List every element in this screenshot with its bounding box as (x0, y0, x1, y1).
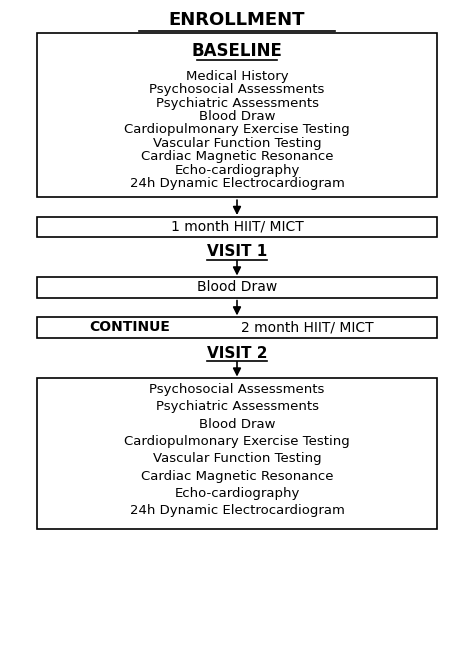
Text: Psychiatric Assessments: Psychiatric Assessments (155, 96, 319, 110)
Text: Cardiopulmonary Exercise Testing: Cardiopulmonary Exercise Testing (124, 435, 350, 448)
FancyBboxPatch shape (37, 317, 437, 338)
Text: Psychosocial Assessments: Psychosocial Assessments (149, 83, 325, 96)
Text: Cardiac Magnetic Resonance: Cardiac Magnetic Resonance (141, 150, 333, 163)
Text: Psychosocial Assessments: Psychosocial Assessments (149, 383, 325, 396)
Text: 24h Dynamic Electrocardiogram: 24h Dynamic Electrocardiogram (129, 177, 345, 190)
Text: Echo-cardiography: Echo-cardiography (174, 487, 300, 500)
Text: Cardiopulmonary Exercise Testing: Cardiopulmonary Exercise Testing (124, 123, 350, 136)
Text: Cardiac Magnetic Resonance: Cardiac Magnetic Resonance (141, 469, 333, 482)
Text: Blood Draw: Blood Draw (199, 110, 275, 123)
Text: Vascular Function Testing: Vascular Function Testing (153, 137, 321, 150)
Text: Blood Draw: Blood Draw (199, 417, 275, 430)
Text: VISIT 1: VISIT 1 (207, 244, 267, 259)
Text: Echo-cardiography: Echo-cardiography (174, 164, 300, 177)
Text: CONTINUE: CONTINUE (90, 320, 170, 334)
Text: ENROLLMENT: ENROLLMENT (169, 11, 305, 29)
Text: Blood Draw: Blood Draw (197, 280, 277, 295)
FancyBboxPatch shape (37, 277, 437, 298)
FancyBboxPatch shape (37, 216, 437, 237)
Text: Medical History: Medical History (186, 70, 288, 83)
FancyBboxPatch shape (37, 33, 437, 198)
Text: VISIT 2: VISIT 2 (207, 346, 267, 361)
Text: Psychiatric Assessments: Psychiatric Assessments (155, 400, 319, 413)
Text: Vascular Function Testing: Vascular Function Testing (153, 452, 321, 466)
Text: 2 month HIIT/ MICT: 2 month HIIT/ MICT (240, 320, 373, 334)
Text: BASELINE: BASELINE (191, 42, 283, 60)
Text: 1 month HIIT/ MICT: 1 month HIIT/ MICT (171, 220, 303, 234)
FancyBboxPatch shape (37, 378, 437, 529)
Text: 24h Dynamic Electrocardiogram: 24h Dynamic Electrocardiogram (129, 505, 345, 518)
